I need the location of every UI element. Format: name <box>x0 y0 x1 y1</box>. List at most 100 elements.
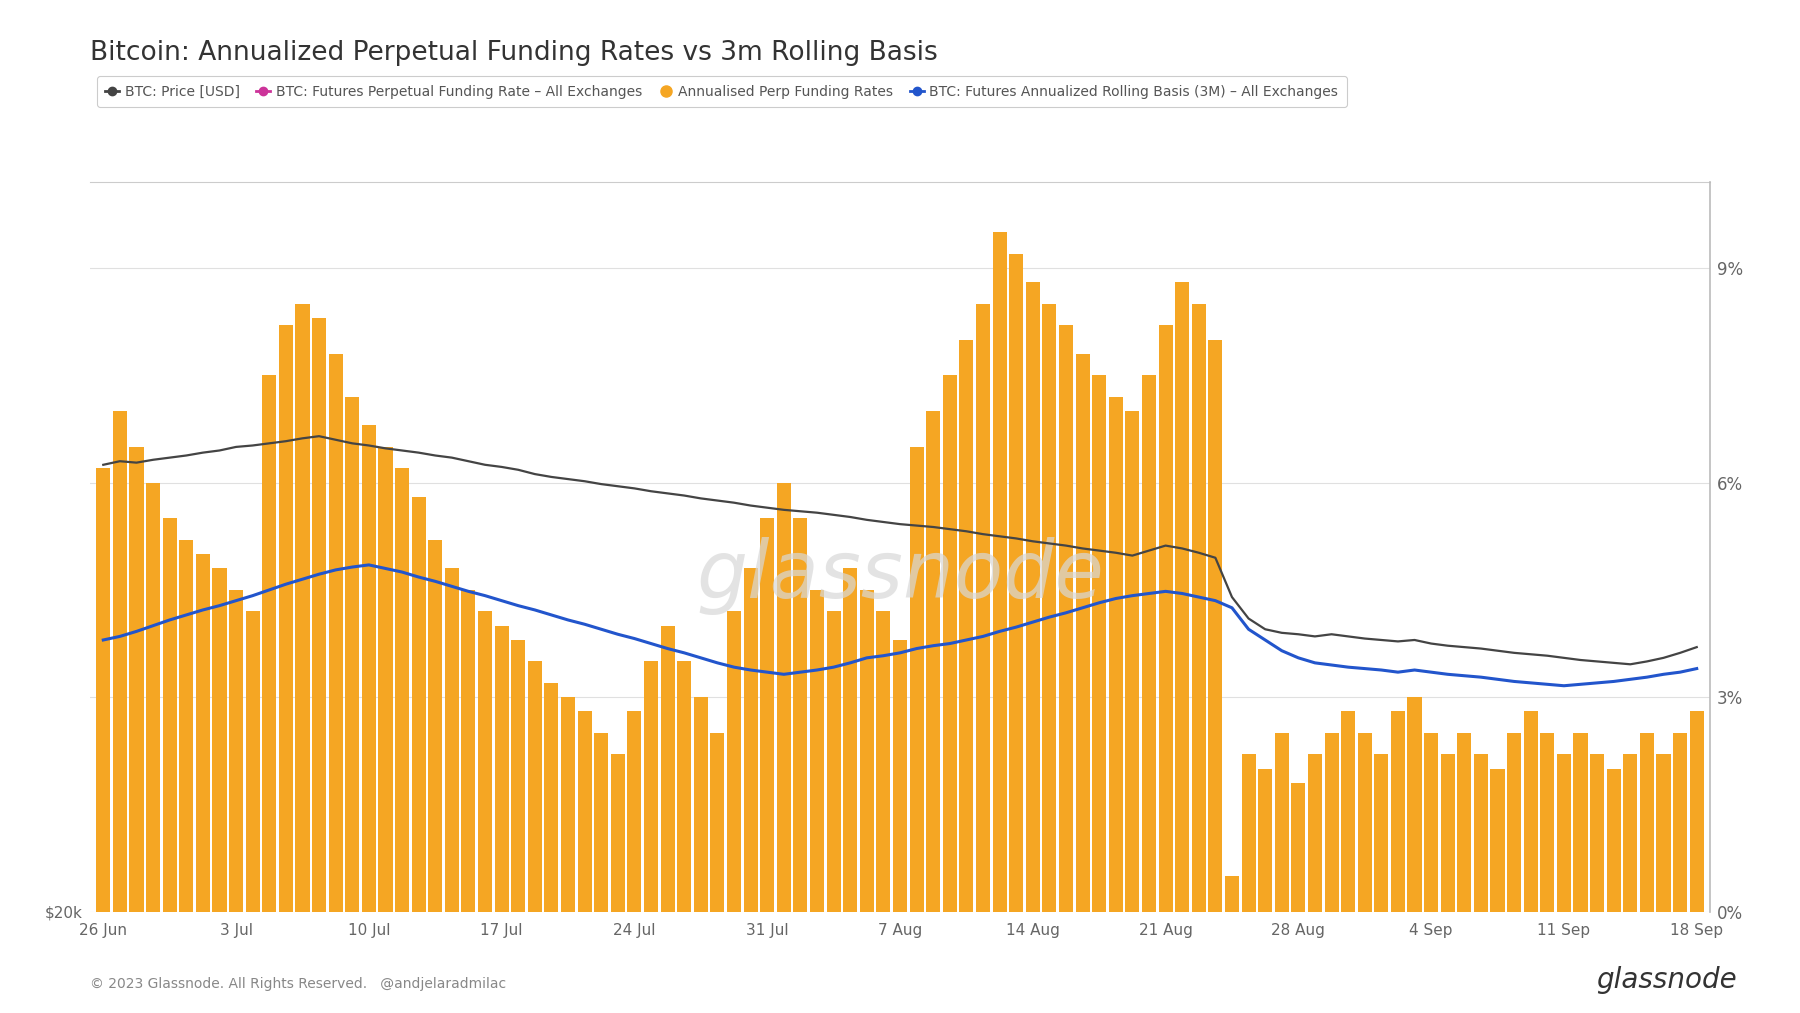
Bar <box>1258 769 1273 912</box>
Bar <box>1589 755 1604 912</box>
Bar <box>245 612 259 912</box>
Bar <box>1010 254 1022 912</box>
Bar <box>1208 339 1222 912</box>
Bar <box>1490 769 1505 912</box>
Bar <box>661 626 675 912</box>
Bar <box>1357 733 1372 912</box>
Bar <box>1440 755 1454 912</box>
Bar <box>711 733 724 912</box>
Bar <box>778 482 790 912</box>
Bar <box>527 661 542 912</box>
Bar <box>1541 733 1555 912</box>
Bar <box>578 711 592 912</box>
Bar <box>794 519 808 912</box>
Bar <box>544 683 558 912</box>
Bar <box>1026 283 1040 912</box>
Bar <box>1175 283 1190 912</box>
Bar <box>1093 376 1107 912</box>
Bar <box>1159 325 1172 912</box>
Bar <box>1507 733 1521 912</box>
Bar <box>826 612 841 912</box>
Bar <box>1557 755 1571 912</box>
Text: glassnode: glassnode <box>1597 965 1737 994</box>
Bar <box>743 568 758 912</box>
Bar <box>693 697 707 912</box>
Bar <box>943 376 958 912</box>
Bar <box>229 590 243 912</box>
Text: glassnode: glassnode <box>697 537 1103 615</box>
Text: Bitcoin: Annualized Perpetual Funding Rates vs 3m Rolling Basis: Bitcoin: Annualized Perpetual Funding Ra… <box>90 40 938 66</box>
Bar <box>1125 411 1139 912</box>
Bar <box>1424 733 1438 912</box>
Bar <box>162 519 176 912</box>
Bar <box>1325 733 1339 912</box>
Bar <box>461 590 475 912</box>
Bar <box>1309 755 1321 912</box>
Bar <box>959 339 974 912</box>
Bar <box>146 482 160 912</box>
Bar <box>842 568 857 912</box>
Bar <box>196 554 211 912</box>
Bar <box>1573 733 1588 912</box>
Bar <box>677 661 691 912</box>
Bar <box>1058 325 1073 912</box>
Bar <box>412 497 427 912</box>
Bar <box>1391 711 1406 912</box>
Bar <box>113 411 128 912</box>
Bar <box>362 425 376 912</box>
Bar <box>130 447 144 912</box>
Bar <box>180 540 193 912</box>
Bar <box>1474 755 1489 912</box>
Bar <box>810 590 824 912</box>
Bar <box>212 568 227 912</box>
Bar <box>263 376 277 912</box>
Bar <box>927 411 940 912</box>
Bar <box>1226 876 1238 912</box>
Bar <box>1640 733 1654 912</box>
Bar <box>329 354 342 912</box>
Bar <box>1141 376 1156 912</box>
Text: © 2023 Glassnode. All Rights Reserved.   @andjelaradmilac: © 2023 Glassnode. All Rights Reserved. @… <box>90 977 506 991</box>
Legend: BTC: Price [USD], BTC: Futures Perpetual Funding Rate – All Exchanges, Annualise: BTC: Price [USD], BTC: Futures Perpetual… <box>97 76 1346 107</box>
Bar <box>760 519 774 912</box>
Bar <box>1192 304 1206 912</box>
Bar <box>610 755 625 912</box>
Bar <box>95 468 110 912</box>
Bar <box>511 640 526 912</box>
Bar <box>644 661 659 912</box>
Bar <box>378 447 392 912</box>
Bar <box>495 626 509 912</box>
Bar <box>1408 697 1422 912</box>
Bar <box>562 697 574 912</box>
Bar <box>860 590 873 912</box>
Bar <box>976 304 990 912</box>
Bar <box>1109 397 1123 912</box>
Bar <box>1458 733 1471 912</box>
Bar <box>346 397 360 912</box>
Bar <box>479 612 491 912</box>
Bar <box>727 612 742 912</box>
Bar <box>594 733 608 912</box>
Bar <box>445 568 459 912</box>
Bar <box>1672 733 1687 912</box>
Bar <box>279 325 293 912</box>
Bar <box>877 612 891 912</box>
Bar <box>628 711 641 912</box>
Bar <box>1656 755 1670 912</box>
Bar <box>1242 755 1256 912</box>
Bar <box>1291 783 1305 912</box>
Bar <box>295 304 310 912</box>
Bar <box>893 640 907 912</box>
Bar <box>1042 304 1057 912</box>
Bar <box>1373 755 1388 912</box>
Bar <box>428 540 443 912</box>
Bar <box>1690 711 1705 912</box>
Bar <box>1607 769 1620 912</box>
Bar <box>1523 711 1537 912</box>
Bar <box>909 447 923 912</box>
Bar <box>1341 711 1355 912</box>
Bar <box>311 318 326 912</box>
Bar <box>1274 733 1289 912</box>
Bar <box>992 232 1006 912</box>
Bar <box>1076 354 1089 912</box>
